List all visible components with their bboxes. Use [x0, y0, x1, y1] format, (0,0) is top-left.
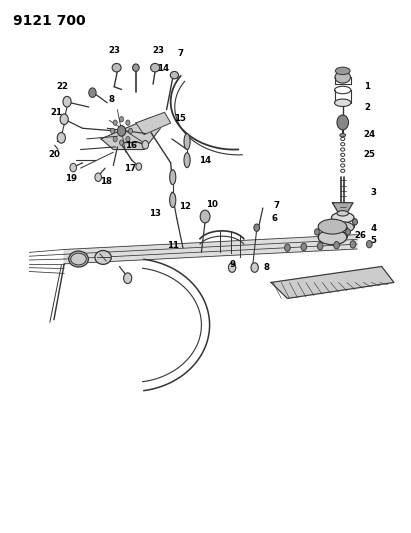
- Text: 9: 9: [230, 261, 236, 269]
- Text: 11: 11: [167, 241, 179, 250]
- Text: 25: 25: [363, 150, 375, 159]
- Ellipse shape: [170, 169, 176, 184]
- Polygon shape: [101, 118, 160, 150]
- Circle shape: [136, 163, 142, 170]
- Ellipse shape: [335, 67, 350, 75]
- Text: 18: 18: [100, 177, 112, 186]
- Ellipse shape: [318, 230, 347, 245]
- Ellipse shape: [335, 99, 351, 107]
- Text: 19: 19: [65, 174, 77, 183]
- Ellipse shape: [112, 63, 121, 72]
- Polygon shape: [332, 203, 353, 213]
- Circle shape: [126, 136, 130, 142]
- Text: 6: 6: [271, 214, 277, 223]
- Circle shape: [334, 241, 339, 249]
- Text: 14: 14: [199, 156, 211, 165]
- Text: 9121 700: 9121 700: [13, 14, 85, 28]
- Text: 22: 22: [56, 82, 68, 91]
- Text: 12: 12: [179, 203, 191, 212]
- Circle shape: [142, 141, 148, 149]
- Ellipse shape: [150, 63, 159, 72]
- Circle shape: [251, 263, 259, 272]
- Text: 17: 17: [124, 164, 136, 173]
- Circle shape: [89, 88, 96, 98]
- Circle shape: [126, 120, 130, 125]
- Ellipse shape: [184, 134, 190, 150]
- Circle shape: [254, 224, 260, 231]
- Polygon shape: [64, 235, 357, 264]
- Text: 1: 1: [364, 82, 370, 91]
- Text: 15: 15: [174, 114, 186, 123]
- Text: 3: 3: [370, 188, 376, 197]
- Circle shape: [301, 243, 307, 251]
- Text: 23: 23: [152, 46, 164, 55]
- Text: 14: 14: [157, 64, 169, 73]
- Circle shape: [367, 240, 372, 248]
- Text: 21: 21: [50, 108, 62, 117]
- Circle shape: [60, 114, 68, 125]
- Text: 26: 26: [354, 231, 366, 240]
- Text: 13: 13: [150, 209, 162, 218]
- Ellipse shape: [337, 211, 349, 216]
- Ellipse shape: [170, 192, 176, 207]
- Circle shape: [118, 126, 126, 136]
- Circle shape: [129, 128, 133, 134]
- Ellipse shape: [318, 219, 347, 234]
- Ellipse shape: [331, 222, 354, 232]
- Circle shape: [229, 263, 236, 272]
- Circle shape: [314, 229, 319, 235]
- Circle shape: [70, 164, 76, 172]
- Circle shape: [111, 128, 115, 134]
- Ellipse shape: [170, 71, 178, 79]
- Circle shape: [124, 273, 132, 284]
- Circle shape: [57, 133, 65, 143]
- Ellipse shape: [95, 251, 111, 264]
- Text: 16: 16: [125, 141, 137, 150]
- Text: 10: 10: [206, 200, 217, 209]
- Ellipse shape: [184, 153, 190, 167]
- Circle shape: [120, 140, 124, 146]
- Ellipse shape: [331, 212, 354, 223]
- Text: 4: 4: [370, 224, 376, 233]
- Polygon shape: [136, 112, 171, 135]
- Ellipse shape: [133, 64, 139, 71]
- Text: 5: 5: [370, 237, 376, 246]
- Ellipse shape: [340, 134, 346, 137]
- Circle shape: [113, 136, 117, 142]
- Text: 8: 8: [109, 95, 115, 104]
- Text: 7: 7: [273, 201, 279, 211]
- Text: 24: 24: [363, 130, 375, 139]
- Ellipse shape: [335, 71, 351, 83]
- Circle shape: [63, 96, 71, 107]
- Circle shape: [200, 210, 210, 223]
- Text: 7: 7: [178, 50, 184, 58]
- Circle shape: [284, 244, 290, 252]
- Circle shape: [317, 243, 323, 250]
- Circle shape: [113, 120, 117, 125]
- Ellipse shape: [71, 253, 86, 265]
- Circle shape: [350, 241, 356, 248]
- Circle shape: [346, 229, 351, 235]
- Circle shape: [353, 219, 358, 225]
- Circle shape: [337, 115, 349, 130]
- Text: 20: 20: [49, 150, 61, 159]
- Circle shape: [95, 173, 102, 181]
- Text: 8: 8: [263, 263, 269, 272]
- Polygon shape: [271, 266, 394, 298]
- Circle shape: [120, 117, 124, 122]
- Ellipse shape: [69, 251, 88, 267]
- Text: 2: 2: [364, 102, 370, 111]
- Text: 23: 23: [109, 46, 120, 55]
